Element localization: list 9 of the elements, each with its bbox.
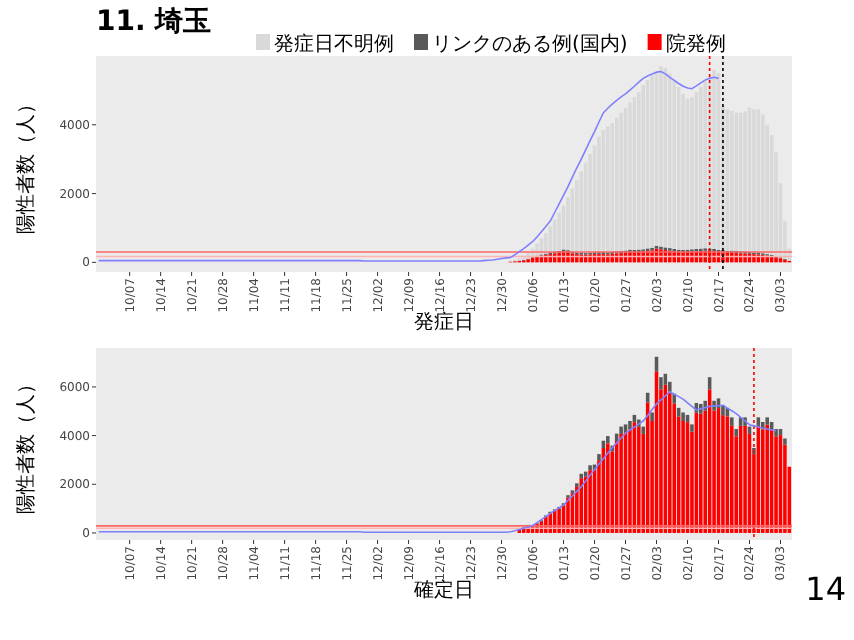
y-axis-title: 陽性者数（人） [14, 374, 38, 514]
legend-label: 院発例 [665, 32, 726, 56]
legend-label: リンクのある例(国内) [432, 32, 628, 56]
legend-label: 発症日不明例 [274, 32, 394, 56]
chart-title: 11. 埼玉 [96, 6, 212, 38]
x-axis-title: 発症日 [414, 310, 474, 334]
y-axis-title: 陽性者数（人） [14, 94, 38, 234]
text: 14 [805, 570, 846, 608]
x-axis-title: 確定日 [412, 578, 474, 602]
